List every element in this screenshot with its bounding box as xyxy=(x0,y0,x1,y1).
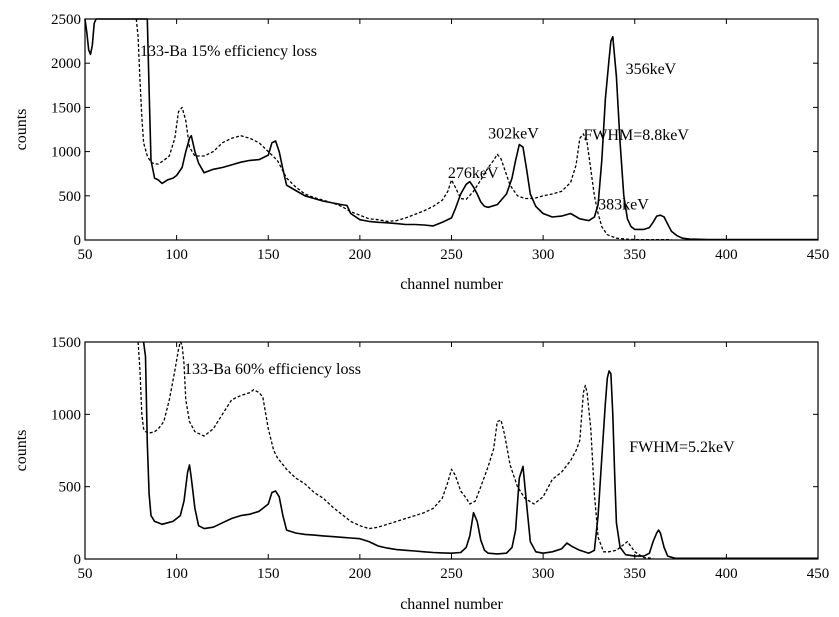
y-tick-label: 500 xyxy=(59,480,82,496)
x-tick-label: 450 xyxy=(807,566,830,582)
annotation-label: FWHM=5.2keV xyxy=(629,439,735,456)
x-axis-label: channel number xyxy=(400,276,503,293)
x-tick-label: 100 xyxy=(165,247,188,263)
series-line-solid xyxy=(142,341,818,560)
x-tick-label: 400 xyxy=(715,566,738,582)
annotation-label: 356keV xyxy=(626,61,677,78)
x-tick-label: 50 xyxy=(78,566,93,582)
series-line-dashed xyxy=(137,341,654,559)
annotations-group: 133-Ba 60% efficiency loss FWHM=5.2keV xyxy=(184,361,735,456)
series-line-dashed xyxy=(135,18,672,241)
annotation-label: 133-Ba 60% efficiency loss xyxy=(184,361,361,378)
y-tick-label: 1500 xyxy=(51,100,81,116)
y-tick-label: 1000 xyxy=(51,407,81,423)
annotation-label: 133-Ba 15% efficiency loss xyxy=(140,43,317,60)
y-tick-label: 0 xyxy=(74,552,82,568)
y-tick-label: 1500 xyxy=(51,335,81,351)
x-tick-label: 150 xyxy=(257,247,280,263)
x-tick-label: 300 xyxy=(532,247,555,263)
x-tick-label: 200 xyxy=(349,566,372,582)
x-tick-label: 250 xyxy=(440,566,463,582)
ticks-group: 50 100 150 200 250 300 350 400 450 0 500 1000 1500 20… xyxy=(51,12,829,263)
y-tick-label: 0 xyxy=(74,233,82,249)
y-tick-label: 500 xyxy=(59,189,82,205)
x-axis-label: channel number xyxy=(400,596,503,613)
x-tick-label: 100 xyxy=(165,566,188,582)
x-tick-label: 50 xyxy=(78,247,93,263)
annotation-label: 302keV xyxy=(488,125,539,142)
series-line-solid xyxy=(84,18,818,241)
annotations-group: 133-Ba 15% efficiency loss 356keV 302keV FW… xyxy=(140,43,689,213)
x-tick-label: 150 xyxy=(257,566,280,582)
chart-top: 50 100 150 200 250 300 350 400 450 0 500 1000 1500 20… xyxy=(13,12,829,293)
x-tick-label: 200 xyxy=(349,247,372,263)
annotation-label: 276keV xyxy=(448,165,499,182)
y-tick-label: 2500 xyxy=(51,12,81,28)
y-tick-label: 2000 xyxy=(51,56,81,72)
x-tick-label: 250 xyxy=(440,247,463,263)
series-group xyxy=(137,341,818,560)
annotation-label: FWHM=8.8keV xyxy=(583,127,689,144)
x-tick-label: 350 xyxy=(624,566,647,582)
y-axis-label: counts xyxy=(13,109,30,151)
x-tick-label: 350 xyxy=(624,247,647,263)
x-tick-label: 450 xyxy=(807,247,830,263)
series-group xyxy=(84,18,818,241)
y-axis-label: counts xyxy=(13,430,30,472)
annotation-label: 383keV xyxy=(598,197,649,214)
chart-bottom: 50 100 150 200 250 300 350 400 450 0 500 1000 1500 1… xyxy=(13,335,829,613)
y-tick-label: 1000 xyxy=(51,145,81,161)
ticks-group: 50 100 150 200 250 300 350 400 450 0 500 1000 1500 xyxy=(51,335,829,582)
x-tick-label: 400 xyxy=(715,247,738,263)
x-tick-label: 300 xyxy=(532,566,555,582)
